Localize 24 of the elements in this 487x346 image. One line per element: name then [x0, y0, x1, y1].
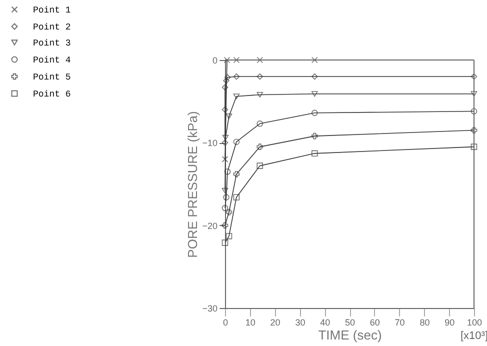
legend-label: Point 4: [33, 56, 71, 66]
y-axis-title: PORE PRESSURE (kPa): [185, 111, 200, 258]
x-tick-label: 70: [394, 318, 405, 328]
legend-label: Point 3: [33, 38, 71, 48]
x-tick-label: 100: [466, 318, 482, 328]
y-tick-label: −20: [202, 220, 218, 231]
x-tick-label: 20: [270, 318, 280, 328]
x-tick-label: 10: [245, 318, 256, 328]
x-tick-label: 0: [222, 318, 228, 328]
x-tick-label: 50: [344, 318, 356, 328]
x-tick-label: 40: [320, 318, 330, 328]
x-tick-label: 80: [420, 318, 430, 328]
y-tick-label: 0: [212, 56, 218, 66]
legend-label: Point 1: [33, 6, 71, 16]
text: [x10³]: [460, 330, 487, 342]
legend-label: Point 2: [33, 22, 71, 32]
legend-label: Point 5: [33, 72, 71, 82]
legend-label: Point 6: [33, 90, 71, 100]
x-tick-label: 60: [370, 318, 380, 328]
x-tick-label: 90: [444, 318, 455, 328]
y-tick-label: −10: [202, 138, 218, 148]
y-tick-label: −30: [202, 304, 218, 314]
x-axis-title: TIME (sec): [318, 328, 382, 342]
x-tick-label: 30: [295, 318, 306, 328]
